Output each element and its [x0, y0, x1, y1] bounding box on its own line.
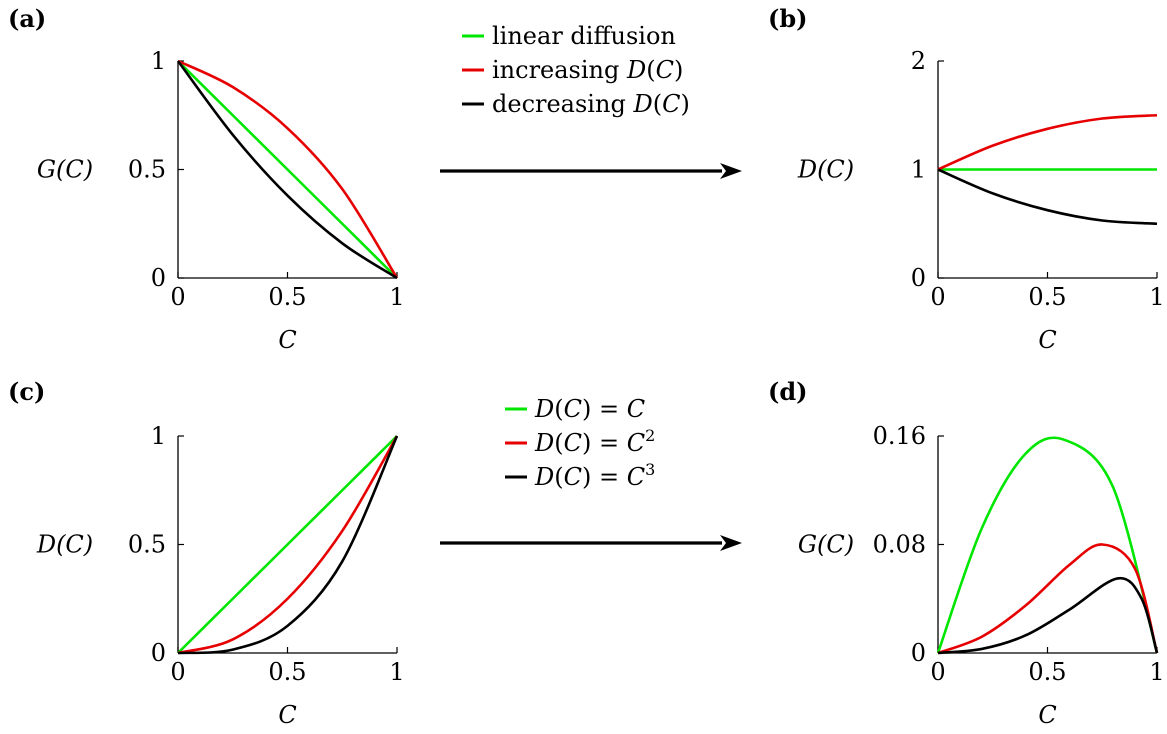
y-tick-label: 1	[151, 47, 166, 75]
chart-panel-c: (c) 0 0.5 1 0 0.5 1 C D(C)	[8, 377, 405, 729]
y-tick-label: 0	[911, 639, 926, 667]
x-tick-label: 0	[170, 658, 185, 686]
y-tick-label: 1	[911, 156, 926, 184]
x-tick-label: 0	[930, 283, 945, 311]
legend-label-part: 2	[645, 426, 655, 445]
legend-label-part: C	[564, 395, 582, 423]
legend-label-part: (	[554, 463, 563, 491]
x-axis-label: C	[1038, 701, 1056, 729]
arrow-head	[720, 535, 742, 551]
series-line-black	[177, 435, 399, 655]
series-line-black	[176, 60, 398, 280]
legend-label-part: C	[662, 90, 680, 118]
series-line-green	[177, 435, 398, 654]
x-tick-label: 1	[1149, 658, 1164, 686]
legend-label-part: C	[627, 463, 645, 491]
x-tick-label: 0.5	[1028, 283, 1066, 311]
legend-label-part: (	[646, 56, 655, 84]
legend-label-part: D	[632, 90, 652, 118]
legend-label: increasing D(C)	[492, 56, 683, 84]
y-axis-label: D(C)	[797, 156, 854, 184]
y-tick-label: 0	[151, 264, 166, 292]
legend-label-part: ) =	[582, 463, 627, 491]
x-tick-label: 1	[389, 283, 404, 311]
legend-label-part: )	[674, 56, 683, 84]
y-tick-label: 0.5	[128, 156, 166, 184]
x-tick-label: 1	[389, 658, 404, 686]
legend-label-part: )	[680, 90, 689, 118]
legend-2: D(C) = CD(C) = C2D(C) = C3	[505, 395, 655, 491]
x-tick-label: 0	[930, 658, 945, 686]
legend-label-part: C	[627, 395, 645, 423]
legend-label-part: C	[656, 56, 674, 84]
legend-label-part: D	[626, 56, 646, 84]
y-tick-label: 0.08	[873, 531, 926, 559]
legend-label-part: D	[534, 463, 554, 491]
legend-label-part: C	[627, 429, 645, 457]
x-tick-label: 0	[170, 283, 185, 311]
y-tick-label: 0	[911, 264, 926, 292]
legend-label-part: (	[554, 395, 563, 423]
legend-label-part: increasing	[492, 56, 627, 84]
x-tick-label: 0.5	[1028, 658, 1066, 686]
panel-label: (a)	[8, 4, 46, 33]
x-tick-label: 0.5	[268, 283, 306, 311]
legend-label-part: D	[534, 429, 554, 457]
x-axis-label: C	[278, 701, 296, 729]
y-tick-label: 0	[151, 639, 166, 667]
y-axis-label: G(C)	[37, 156, 93, 184]
legend-label-part: (	[653, 90, 662, 118]
legend-label-part: C	[564, 463, 582, 491]
series-line-green	[936, 436, 1159, 654]
legend-label-part: C	[564, 429, 582, 457]
x-axis-label: C	[278, 326, 296, 354]
series-line-red	[937, 543, 1159, 655]
x-tick-label: 1	[1149, 283, 1164, 311]
series-line-red	[937, 113, 1158, 171]
series-line-green	[177, 60, 398, 279]
chart-panel-b: (b) 0 0.5 1 0 1 2 C D(C)	[768, 4, 1165, 354]
series-line-red	[177, 435, 399, 655]
series-line-red	[177, 59, 399, 279]
legend-label-part: 3	[645, 460, 655, 479]
y-tick-label: 0.16	[873, 422, 926, 450]
y-axis-label: D(C)	[36, 531, 93, 559]
legend-label-part: decreasing	[492, 90, 633, 118]
series-line-black	[937, 576, 1159, 655]
y-axis-label: G(C)	[798, 531, 854, 559]
x-tick-label: 0.5	[268, 658, 306, 686]
legend-label-part: ) =	[582, 429, 627, 457]
arrow-head	[720, 163, 742, 179]
legend-label-part: linear diffusion	[492, 22, 676, 50]
chart-panel-d: (d) 0 0.5 1 0 0.08 0.16 C G(C)	[768, 377, 1165, 729]
legend-label: decreasing D(C)	[492, 90, 690, 118]
y-tick-label: 0.5	[128, 531, 166, 559]
y-tick-label: 2	[911, 47, 926, 75]
panel-label: (b)	[768, 4, 808, 33]
legend-label-part: D	[534, 395, 554, 423]
arrows	[440, 163, 742, 551]
legend-label: D(C) = C	[534, 395, 645, 423]
series-line-black	[937, 168, 1158, 226]
x-axis-label: C	[1038, 326, 1056, 354]
panel-label: (c)	[8, 377, 45, 406]
legend-label: D(C) = C2	[534, 426, 655, 457]
panel-label: (d)	[768, 377, 808, 406]
legend-label: linear diffusion	[492, 22, 676, 50]
chart-panel-a: (a) 0 0.5 1 0 0.5 1 C G(C)	[8, 4, 405, 354]
legend-label-part: (	[554, 429, 563, 457]
y-tick-label: 1	[151, 422, 166, 450]
legend-label-part: ) =	[582, 395, 627, 423]
legend-label: D(C) = C3	[534, 460, 655, 491]
